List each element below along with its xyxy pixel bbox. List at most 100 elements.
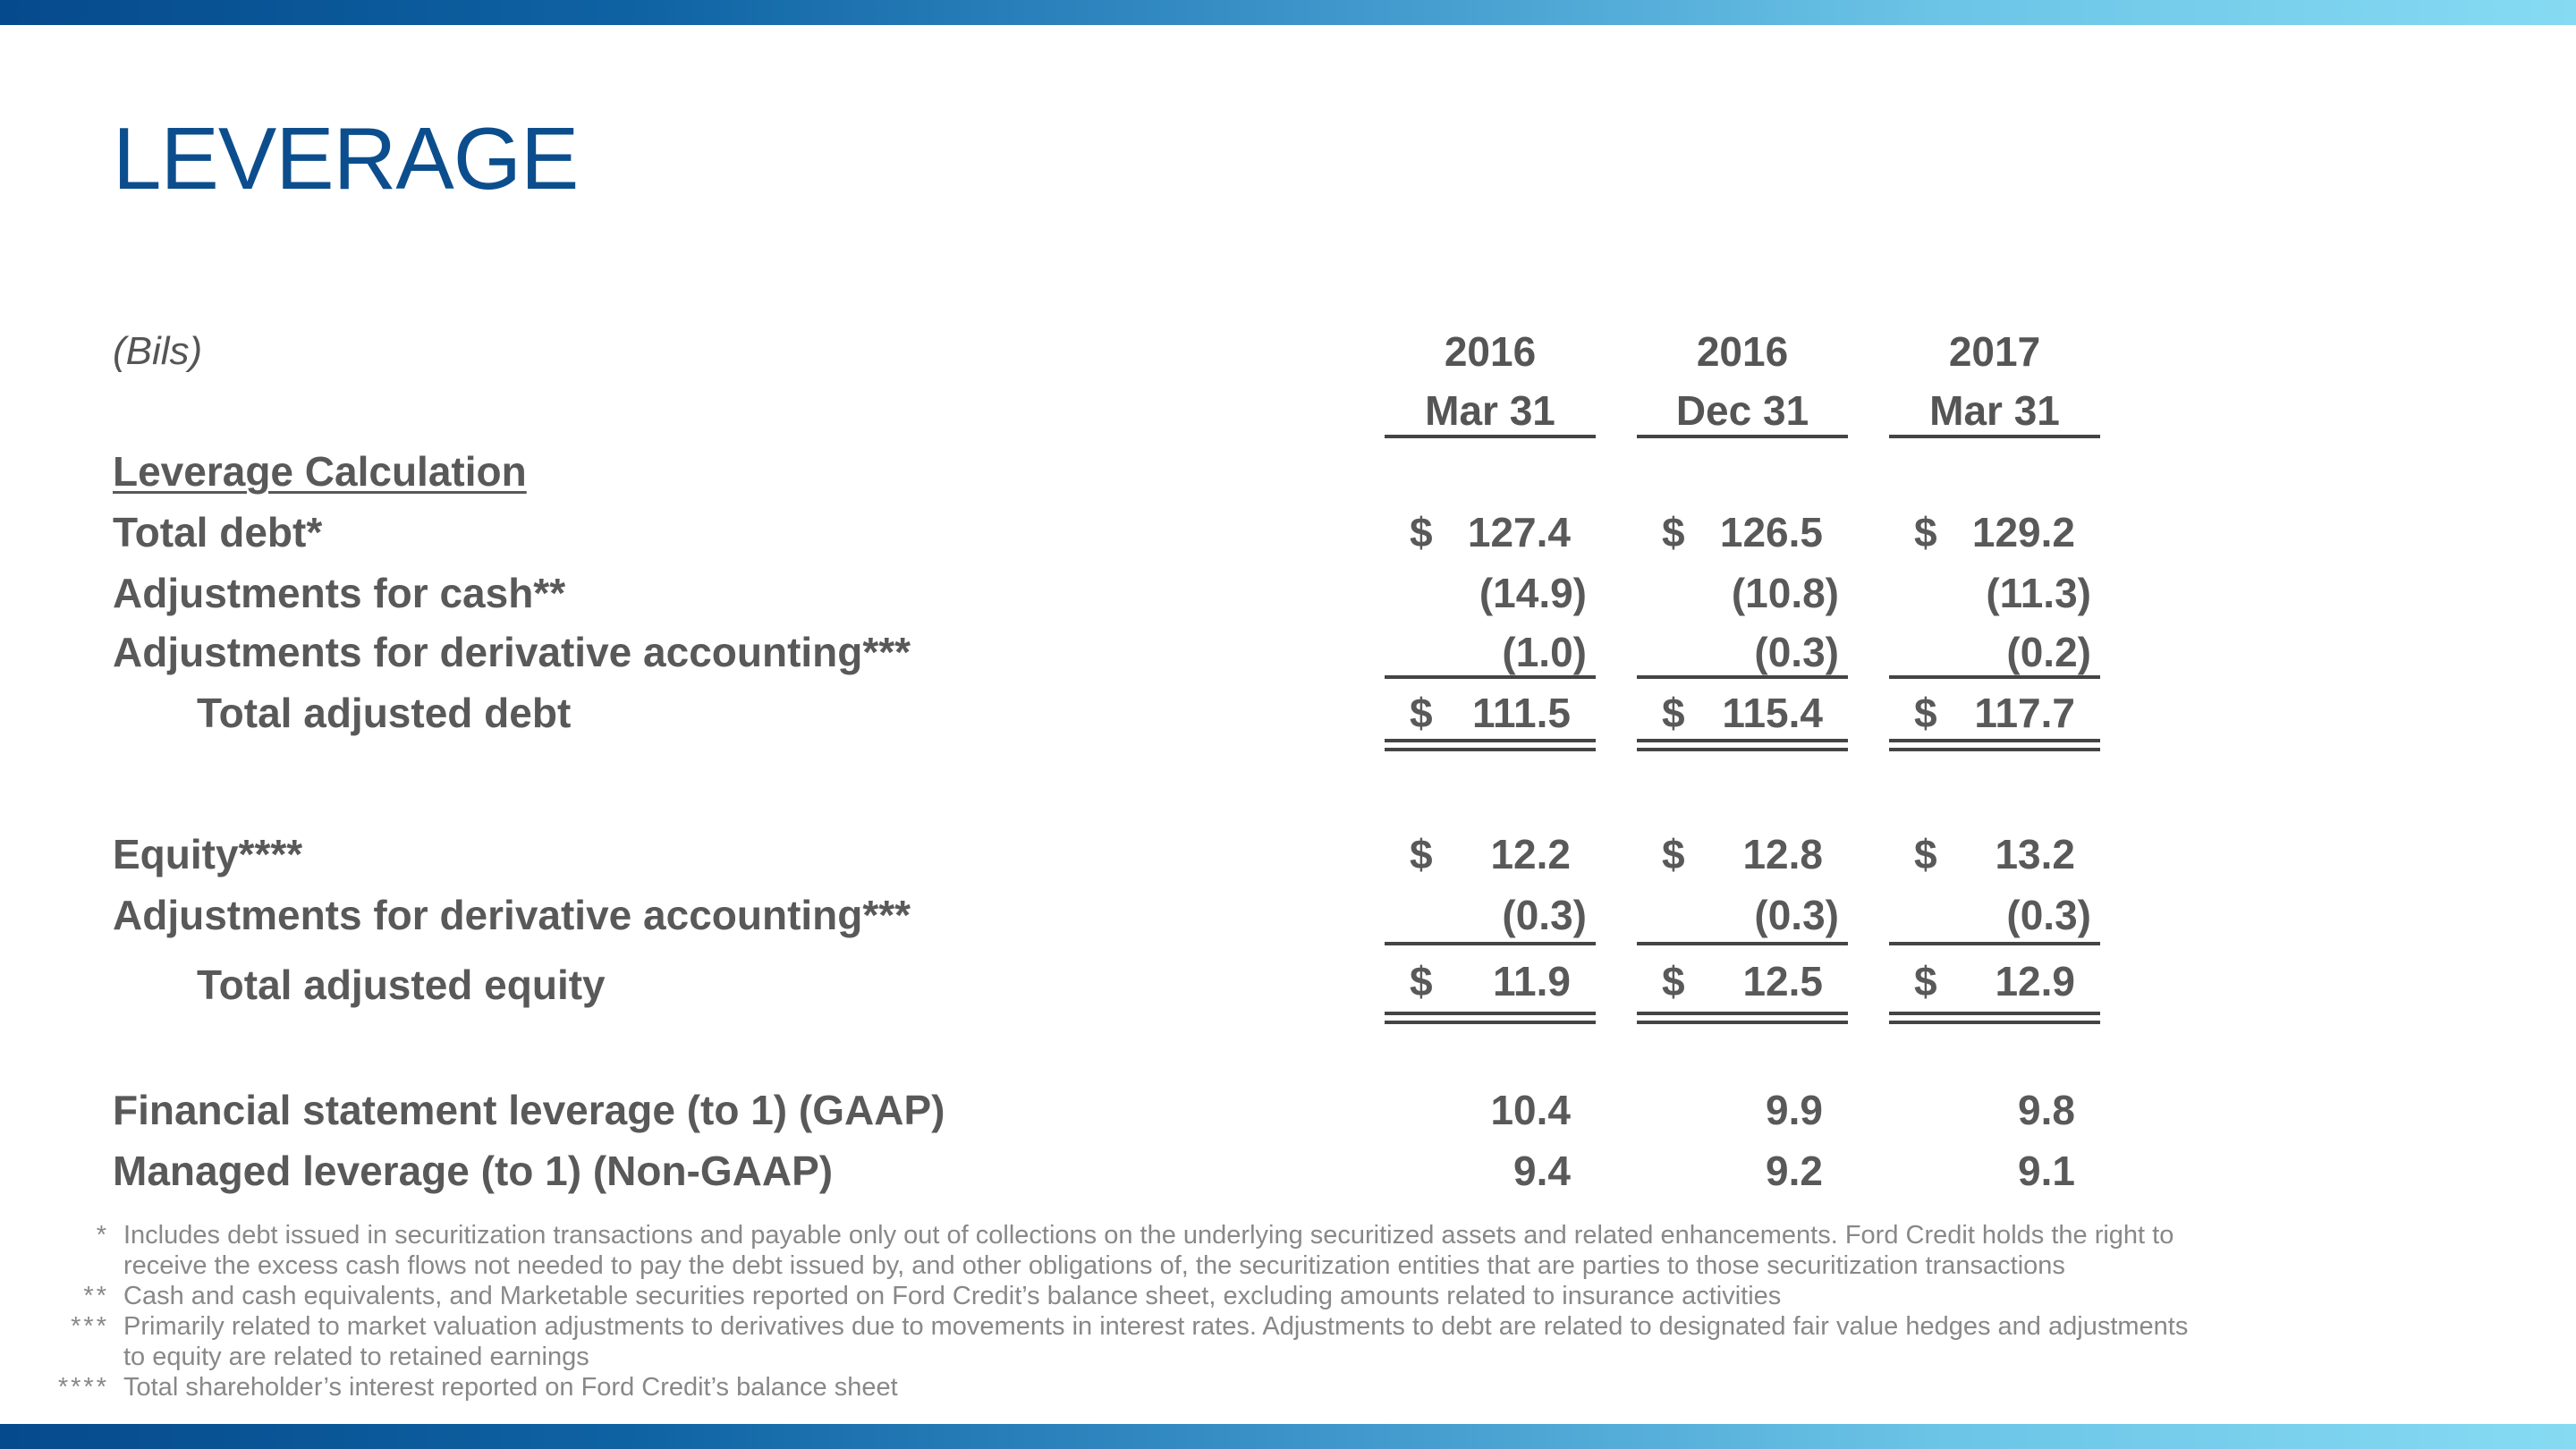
subtotal-rule [1385,942,1596,945]
footnote-marker: * [96,1221,109,1250]
row-label-adjustments-cash: Adjustments for cash** [113,570,566,616]
currency-symbol: $ [1410,958,1433,1004]
total-double-rule [1637,739,1848,751]
footnote-text: Primarily related to market valuation ad… [123,1312,2189,1341]
section-heading: Leverage Calculation [113,448,527,495]
currency-symbol: $ [1410,831,1433,877]
cell-financial-statement-leverage: 9.9 [1637,1089,1848,1134]
page-title: LEVERAGE [113,109,579,208]
column-year: 2016 [1696,328,1789,375]
row-label-total-adjusted-debt: Total adjusted debt [197,690,572,736]
currency-symbol: $ [1410,509,1433,555]
cell-value: 111.5 [1471,690,1571,736]
footnote-marker: ** [83,1282,109,1310]
cell-adjustments-cash: (10.8) [1637,572,1848,617]
cell-value: (10.8) [1731,570,1839,616]
cell-total-adjusted-equity: $12.9 [1889,961,2100,1005]
cell-managed-leverage: 9.4 [1385,1150,1596,1195]
cell-adjustments-derivative-equity: (0.3) [1637,894,1848,939]
bottom-accent-bar [0,1424,2576,1449]
cell-value: 9.2 [1766,1148,1823,1194]
cell-value: 117.7 [1974,690,2075,736]
footnote-text: Cash and cash equivalents, and Marketabl… [123,1282,1782,1310]
row-label-adjustments-derivative-debt: Adjustments for derivative accounting*** [113,629,911,675]
footnote-text: receive the excess cash flows not needed… [123,1251,2065,1280]
column-year: 2016 [1444,328,1537,375]
currency-symbol: $ [1914,958,1937,1004]
cell-total-adjusted-debt: $115.4 [1637,692,1848,737]
cell-value: 9.4 [1513,1148,1571,1194]
currency-symbol: $ [1914,831,1937,877]
header-underline [1637,435,1848,438]
cell-value: (0.3) [2006,892,2091,938]
cell-adjustments-cash: (11.3) [1889,572,2100,617]
cell-total-adjusted-debt: $111.5 [1385,692,1596,737]
cell-financial-statement-leverage: 10.4 [1385,1089,1596,1134]
footnote-text: Includes debt issued in securitization t… [123,1221,2174,1250]
cell-value: 9.1 [2018,1148,2075,1194]
column-date: Dec 31 [1675,387,1809,434]
header-underline [1385,435,1596,438]
cell-value: 9.8 [2018,1087,2075,1133]
row-label-financial-statement-leverage: Financial statement leverage (to 1) (GAA… [113,1087,945,1133]
cell-equity: $13.2 [1889,834,2100,878]
cell-value: (1.0) [1502,629,1587,675]
column-date: Mar 31 [1425,387,1555,434]
row-label-total-adjusted-equity: Total adjusted equity [197,962,606,1008]
subtotal-rule [1889,942,2100,945]
subtotal-rule [1637,675,1848,679]
cell-value: 12.9 [1995,958,2075,1004]
total-double-rule [1889,1012,2100,1024]
total-double-rule [1385,739,1596,751]
cell-value: (14.9) [1479,570,1587,616]
cell-value: 12.5 [1742,958,1823,1004]
subtotal-rule [1637,942,1848,945]
total-double-rule [1637,1012,1848,1024]
cell-value: 12.8 [1742,831,1823,877]
cell-value: 11.9 [1493,958,1571,1004]
total-double-rule [1385,1012,1596,1024]
cell-total-adjusted-equity: $12.5 [1637,961,1848,1005]
cell-value: 115.4 [1722,690,1823,736]
footnote-marker: **** [57,1373,109,1402]
cell-adjustments-derivative-debt: (0.2) [1889,631,2100,676]
cell-equity: $12.2 [1385,834,1596,878]
cell-value: (0.2) [2006,629,2091,675]
footnote-marker: *** [71,1312,109,1341]
cell-total-debt: $129.2 [1889,512,2100,556]
cell-value: 9.9 [1766,1087,1823,1133]
cell-value: (0.3) [1754,892,1839,938]
cell-adjustments-derivative-equity: (0.3) [1889,894,2100,939]
cell-total-adjusted-equity: $11.9 [1385,961,1596,1005]
cell-value: (0.3) [1754,629,1839,675]
header-underline [1889,435,2100,438]
total-double-rule [1889,739,2100,751]
currency-symbol: $ [1662,831,1685,877]
cell-value: 10.4 [1490,1087,1571,1133]
cell-total-debt: $126.5 [1637,512,1848,556]
cell-equity: $12.8 [1637,834,1848,878]
column-date: Mar 31 [1929,387,2060,434]
units-label: (Bils) [113,329,203,373]
cell-total-debt: $127.4 [1385,512,1596,556]
cell-financial-statement-leverage: 9.8 [1889,1089,2100,1134]
currency-symbol: $ [1662,958,1685,1004]
cell-adjustments-derivative-equity: (0.3) [1385,894,1596,939]
currency-symbol: $ [1662,509,1685,555]
cell-adjustments-cash: (14.9) [1385,572,1596,617]
row-label-equity: Equity**** [113,831,303,877]
cell-adjustments-derivative-debt: (1.0) [1385,631,1596,676]
currency-symbol: $ [1914,690,1937,736]
footnote-text: to equity are related to retained earnin… [123,1343,589,1371]
row-label-total-debt: Total debt* [113,509,323,555]
cell-managed-leverage: 9.2 [1637,1150,1848,1195]
top-accent-bar [0,0,2576,25]
cell-value: (11.3) [1986,570,2091,616]
currency-symbol: $ [1662,690,1685,736]
cell-value: 127.4 [1467,509,1571,555]
column-year: 2017 [1948,328,2041,375]
footnote-text: Total shareholder’s interest reported on… [123,1373,898,1402]
cell-value: 12.2 [1490,831,1571,877]
subtotal-rule [1889,675,2100,679]
cell-managed-leverage: 9.1 [1889,1150,2100,1195]
